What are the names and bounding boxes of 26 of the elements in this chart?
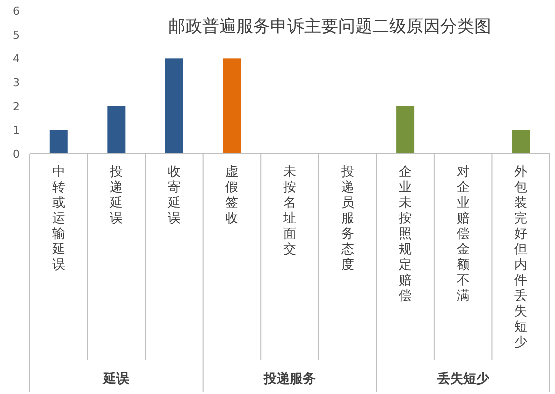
bar	[512, 130, 530, 154]
y-tick-label: 3	[13, 76, 20, 90]
category-label: 外包装完好但内件丢失短少	[514, 165, 528, 350]
x-tick-label: 中转或运输延误	[51, 165, 66, 273]
x-tick-label: 虚假签收	[226, 165, 239, 226]
y-tick-label: 1	[13, 124, 20, 138]
bar	[223, 58, 242, 154]
chart-title: 邮政普遍服务申诉主要问题二级原因分类图	[168, 17, 492, 37]
y-tick-label: 5	[13, 28, 20, 42]
x-tick-label: 投递延误	[109, 165, 124, 226]
category-label: 企业未按照规定赔偿	[399, 165, 412, 304]
bar	[396, 106, 415, 154]
x-tick-label: 未按名址面交	[282, 165, 296, 258]
text: 延误	[102, 372, 131, 387]
y-tick-label: 6	[13, 5, 20, 18]
text: 丢失短少	[436, 371, 490, 387]
y-tick-label: 4	[13, 52, 20, 66]
y-tick-label: 2	[13, 100, 20, 114]
text: 投递服务	[263, 371, 316, 387]
bar	[165, 58, 184, 154]
category-label: 对企业赔偿金额不满	[456, 165, 470, 304]
x-tick-label: 投递员服务态度	[340, 165, 354, 273]
bar	[50, 130, 68, 154]
bar	[108, 106, 126, 154]
x-tick-label: 收寄延误	[166, 165, 181, 226]
y-tick-label: 0	[13, 148, 20, 161]
